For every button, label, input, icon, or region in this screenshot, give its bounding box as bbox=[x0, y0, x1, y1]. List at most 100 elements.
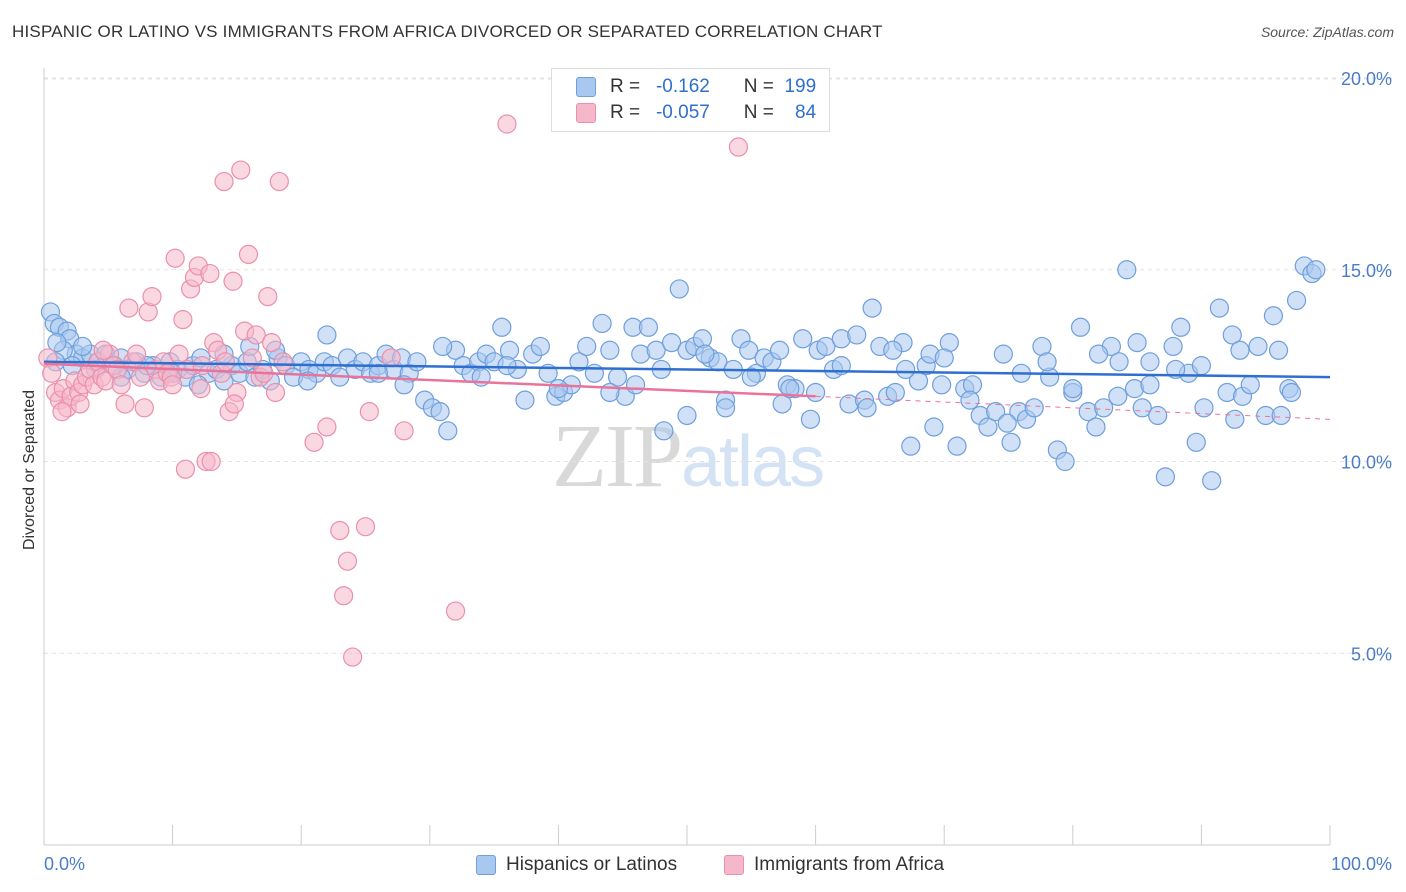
legend-r-label: R = bbox=[610, 76, 641, 97]
data-point-africa bbox=[175, 459, 196, 479]
bottom-legend-hispanics: Hispanics or Latinos bbox=[476, 852, 677, 878]
data-point-africa bbox=[70, 394, 90, 414]
data-point-africa bbox=[201, 451, 221, 472]
data-point-hispanics bbox=[1037, 352, 1057, 372]
data-point-africa bbox=[214, 171, 234, 192]
data-point-africa bbox=[200, 263, 220, 284]
legend-r-value-pink: -0.057 bbox=[655, 102, 710, 123]
data-point-hispanics bbox=[1230, 340, 1250, 360]
data-point-hispanics bbox=[1263, 306, 1284, 326]
axes bbox=[43, 68, 1331, 846]
data-point-africa bbox=[359, 402, 379, 422]
data-point-africa bbox=[343, 647, 363, 667]
data-point-africa bbox=[165, 248, 185, 268]
data-point-hispanics bbox=[661, 333, 682, 353]
data-point-hispanics bbox=[1127, 333, 1147, 353]
y-tick-label: 15.0% bbox=[1341, 261, 1392, 281]
data-point-hispanics bbox=[1024, 398, 1044, 418]
data-point-africa bbox=[223, 271, 243, 291]
data-point-africa bbox=[238, 244, 259, 265]
legend-row-hispanics: R = -0.162 N = 199 bbox=[576, 75, 816, 99]
data-point-hispanics bbox=[960, 390, 980, 410]
trend-line-hispanics bbox=[43, 360, 1331, 379]
data-point-hispanics bbox=[433, 336, 453, 357]
series-hispanics-points bbox=[40, 256, 1326, 491]
legend-swatch-pink bbox=[576, 103, 596, 123]
data-point-africa bbox=[115, 394, 135, 414]
data-point-hispanics bbox=[1063, 379, 1083, 399]
data-point-hispanics bbox=[600, 340, 620, 360]
data-point-hispanics bbox=[901, 436, 921, 456]
data-point-hispanics bbox=[1163, 336, 1183, 357]
data-point-hispanics bbox=[769, 340, 790, 360]
data-point-africa bbox=[215, 352, 235, 372]
data-point-hispanics bbox=[569, 352, 589, 372]
data-point-hispanics bbox=[1248, 336, 1268, 357]
data-point-hispanics bbox=[1001, 432, 1021, 452]
series-africa-points bbox=[38, 114, 749, 667]
data-point-hispanics bbox=[741, 367, 761, 387]
data-point-africa bbox=[246, 325, 266, 345]
data-point-africa bbox=[269, 171, 289, 192]
data-point-hispanics bbox=[1132, 398, 1152, 418]
tick-labels: 5.0% 10.0% 15.0% 20.0% 0.0% 100.0% bbox=[44, 69, 1392, 874]
legend-r-value-blue: -0.162 bbox=[655, 76, 710, 97]
data-point-africa bbox=[445, 601, 466, 621]
data-point-africa bbox=[394, 421, 414, 441]
source-credit: Source: ZipAtlas.com bbox=[1260, 24, 1394, 40]
data-point-africa bbox=[93, 340, 113, 360]
data-point-africa bbox=[273, 352, 293, 372]
legend-n-label: N = bbox=[743, 76, 774, 97]
data-point-hispanics bbox=[669, 279, 689, 299]
data-point-hispanics bbox=[1268, 340, 1289, 360]
data-point-hispanics bbox=[592, 313, 612, 334]
data-point-hispanics bbox=[780, 379, 800, 399]
data-point-hispanics bbox=[1240, 375, 1260, 395]
data-point-hispanics bbox=[1166, 359, 1186, 380]
data-point-hispanics bbox=[584, 363, 605, 383]
data-point-hispanics bbox=[924, 417, 944, 437]
data-point-hispanics bbox=[515, 390, 535, 410]
bottom-legend-label-africa: Immigrants from Africa bbox=[754, 854, 945, 875]
data-point-africa bbox=[304, 432, 324, 452]
data-point-hispanics bbox=[1191, 356, 1212, 376]
data-point-hispanics bbox=[317, 325, 337, 345]
data-point-africa bbox=[242, 348, 262, 368]
data-point-hispanics bbox=[1155, 467, 1175, 487]
trend-lines bbox=[43, 360, 1331, 420]
legend-n-value-blue: 199 bbox=[784, 76, 817, 97]
data-point-hispanics bbox=[793, 329, 813, 349]
data-point-hispanics bbox=[896, 359, 916, 380]
data-point-africa bbox=[258, 286, 278, 307]
chart-title: HISPANIC OR LATINO VS IMMIGRANTS FROM AF… bbox=[12, 22, 883, 41]
data-point-hispanics bbox=[497, 356, 517, 376]
data-point-hispanics bbox=[1086, 417, 1106, 437]
data-point-hispanics bbox=[1108, 386, 1128, 406]
data-point-africa bbox=[52, 402, 72, 422]
data-point-africa bbox=[192, 356, 212, 376]
legend-r-label: R = bbox=[610, 102, 641, 123]
bottom-swatch-pink bbox=[724, 855, 744, 875]
data-point-hispanics bbox=[816, 336, 836, 357]
data-point-hispanics bbox=[677, 405, 697, 426]
data-point-hispanics bbox=[646, 340, 666, 360]
legend-swatch-blue bbox=[576, 77, 596, 97]
data-point-hispanics bbox=[1286, 290, 1307, 311]
data-point-africa bbox=[337, 551, 358, 571]
y-tick-label: 20.0% bbox=[1341, 69, 1392, 89]
data-point-hispanics bbox=[530, 336, 550, 357]
legend-row-africa: R = -0.057 N = 84 bbox=[576, 101, 816, 125]
data-point-hispanics bbox=[438, 421, 458, 441]
data-point-africa bbox=[191, 379, 211, 399]
data-point-africa bbox=[381, 348, 401, 368]
y-tick-label: 10.0% bbox=[1341, 453, 1392, 473]
data-point-africa bbox=[317, 417, 337, 437]
data-point-hispanics bbox=[1109, 352, 1129, 372]
data-point-hispanics bbox=[625, 375, 646, 395]
data-point-hispanics bbox=[577, 336, 597, 357]
data-point-hispanics bbox=[847, 325, 867, 345]
data-point-hispanics bbox=[1171, 317, 1191, 337]
data-point-hispanics bbox=[1094, 398, 1114, 418]
data-point-africa bbox=[231, 160, 251, 180]
